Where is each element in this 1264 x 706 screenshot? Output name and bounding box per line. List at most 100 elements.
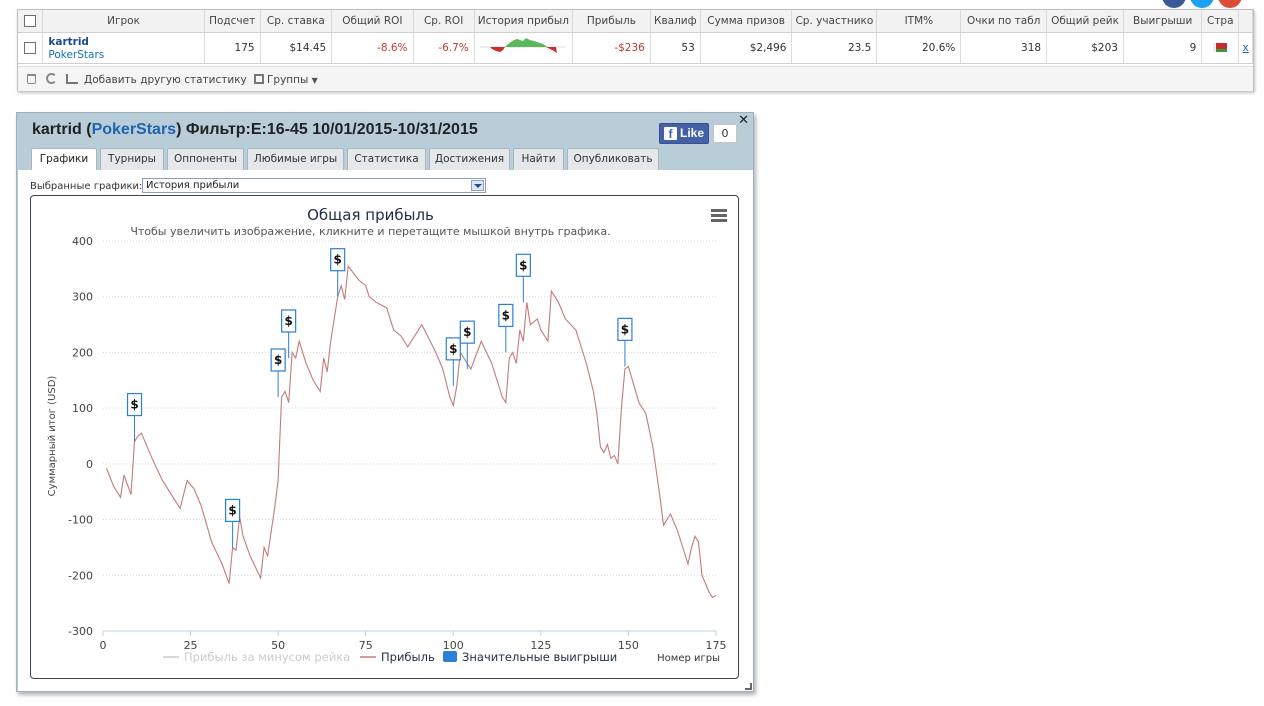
big-win-flag (281, 309, 297, 333)
refresh-icon[interactable] (46, 73, 57, 84)
tab-opponents[interactable]: Оппоненты (167, 148, 244, 170)
x-tick-label: 125 (530, 639, 551, 652)
itm-cell: 20.6% (876, 32, 962, 64)
big-win-flag (445, 337, 461, 361)
table-header-row: Игрок Подсчет Ср. ставка Общий ROI Ср. R… (18, 10, 1253, 33)
qualified-cell: 53 (650, 32, 701, 64)
tab-charts[interactable]: Графики (31, 148, 97, 171)
big-win-flag (225, 498, 241, 523)
dollar-flag-icon: $ (463, 325, 471, 339)
wins-cell: 9 (1123, 32, 1203, 64)
row-select-cell[interactable] (18, 32, 44, 64)
col-header-avg-roi[interactable]: Ср. ROI (413, 10, 475, 33)
facebook-icon[interactable] (1162, 0, 1186, 8)
dropdown-arrow-icon[interactable] (471, 180, 484, 191)
y-tick-label: -300 (68, 625, 93, 638)
tab-find[interactable]: Найти (513, 148, 564, 170)
y-tick-label: -200 (68, 569, 93, 582)
chevron-down-icon: ▼ (311, 76, 318, 85)
dollar-flag-icon: $ (519, 258, 527, 272)
tab-statistics[interactable]: Статистика (347, 148, 426, 170)
chart-selector[interactable]: История прибыли (142, 178, 486, 193)
chart-menu-icon[interactable] (711, 209, 727, 222)
player-cell: kartrid PokerStars (42, 32, 205, 64)
col-header-avg-entrants[interactable]: Ср. участнико (791, 10, 878, 33)
x-tick-label: 100 (443, 639, 464, 652)
col-header-remove (1238, 10, 1253, 33)
remove-row-link[interactable]: x (1242, 41, 1249, 54)
player-name-link[interactable]: kartrid (48, 35, 89, 48)
col-header-profit-history[interactable]: История прибыл (474, 10, 573, 33)
avg-entrants-cell: 23.5 (791, 32, 878, 64)
prizes-cell: $2,496 (700, 32, 793, 64)
panel-body: Выбранные графики: История прибыли Общая… (18, 170, 753, 691)
panel-site-link[interactable]: PokerStars (91, 121, 177, 138)
sparkline-negative-area-left (490, 47, 506, 52)
social-icons (1160, 0, 1264, 10)
trash-icon[interactable] (27, 74, 36, 84)
twitter-icon[interactable] (1190, 0, 1214, 8)
points-cell: 318 (960, 32, 1048, 64)
col-header-wins[interactable]: Выигрыши (1123, 10, 1203, 33)
dollar-flag-icon: $ (449, 342, 457, 356)
col-header-profit[interactable]: Прибыль (572, 10, 651, 33)
col-header-itm[interactable]: ITM% (876, 10, 962, 33)
table-row: kartrid PokerStars 175 $14.45 -8.6% -6.7… (18, 32, 1253, 64)
close-icon[interactable]: ✕ (738, 113, 749, 128)
profit-series-line (105, 264, 717, 599)
legend-rake-label: Прибыль за минусом рейка (184, 650, 350, 664)
col-header-prizes[interactable]: Сумма призов (700, 10, 793, 33)
col-header-rake[interactable]: Общий рейк (1046, 10, 1124, 33)
facebook-icon: f (664, 127, 677, 141)
google-plus-icon[interactable] (1218, 0, 1242, 8)
dollar-flag-icon: $ (502, 308, 510, 322)
like-label: Like (680, 126, 705, 140)
x-axis-label: Номер игры (657, 653, 720, 664)
player-site-link[interactable]: PokerStars (48, 48, 105, 61)
x-tick-label: 75 (359, 639, 373, 652)
chart-icon (66, 74, 78, 84)
add-stat-button[interactable]: Добавить другую статистику (84, 74, 247, 86)
y-axis-label: Суммарный итог (USD) (47, 376, 58, 497)
tab-publish[interactable]: Опубликовать (567, 148, 659, 170)
y-tick-label: 0 (86, 458, 93, 471)
total-roi-cell: -8.6% (331, 32, 414, 64)
groups-icon (254, 74, 264, 84)
panel-title: kartrid (PokerStars) Фильтр:E:16-45 10/0… (32, 121, 478, 138)
y-tick-label: 200 (72, 346, 93, 359)
col-header-avg-stake[interactable]: Ср. ставка (260, 10, 333, 33)
facebook-like-button[interactable]: f Like (659, 123, 709, 144)
y-tick-label: -100 (68, 514, 93, 527)
dollar-flag-icon: $ (228, 503, 236, 517)
tab-achievements[interactable]: Достижения (429, 148, 510, 170)
chart-container[interactable]: Общая прибыль Чтобы увеличить изображение… (30, 195, 739, 679)
y-tick-label: 100 (72, 402, 93, 415)
groups-dropdown[interactable]: Группы ▼ (267, 73, 318, 87)
col-header-count[interactable]: Подсчет (204, 10, 261, 33)
remove-cell: x (1238, 32, 1253, 64)
row-checkbox[interactable] (24, 41, 37, 54)
legend-profit-label: Прибыль (381, 650, 435, 664)
col-header-country[interactable]: Стра (1201, 10, 1240, 33)
col-header-player[interactable]: Игрок (42, 10, 205, 33)
dollar-flag-icon: $ (621, 322, 629, 336)
select-all-cell[interactable] (18, 10, 44, 33)
legend-big-wins-label: Значительные выигрыши (462, 650, 617, 664)
profit-sparkline-cell (474, 32, 573, 64)
tab-tournaments[interactable]: Турниры (100, 148, 164, 170)
big-win-flag (617, 317, 633, 341)
tab-favorite-games[interactable]: Любимые игры (247, 148, 344, 170)
avg-stake-cell: $14.45 (260, 32, 333, 64)
chart-title: Общая прибыль (307, 206, 434, 224)
resize-handle[interactable] (745, 683, 752, 690)
select-all-checkbox[interactable] (24, 14, 37, 27)
dollar-flag-icon: $ (334, 253, 342, 267)
legend-big-wins-swatch (443, 651, 457, 662)
col-header-qualified[interactable]: Квалиф (650, 10, 701, 33)
count-cell: 175 (204, 32, 261, 64)
col-header-points[interactable]: Очки по табл (960, 10, 1048, 33)
col-header-total-roi[interactable]: Общий ROI (331, 10, 414, 33)
stats-toolbar: Добавить другую статистику Группы ▼ (18, 66, 1253, 91)
dollar-flag-icon: $ (274, 353, 282, 367)
